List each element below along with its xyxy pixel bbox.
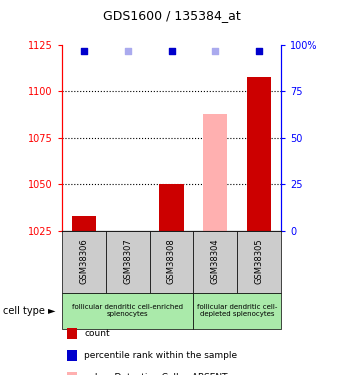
Point (169, 48, 174, 54)
Point (213, 48, 218, 54)
Bar (159, 184, 184, 231)
Text: GSM38305: GSM38305 (255, 239, 264, 284)
Text: GSM38307: GSM38307 (123, 239, 132, 284)
Bar (72, 216, 96, 231)
Bar (247, 76, 271, 231)
Text: GSM38306: GSM38306 (79, 239, 88, 284)
Text: cell type ►: cell type ► (3, 306, 56, 316)
Text: follicular dendritic cell-
depleted splenocytes: follicular dendritic cell- depleted sple… (197, 304, 277, 317)
Text: count: count (84, 329, 110, 338)
Text: GSM38308: GSM38308 (167, 239, 176, 284)
Point (125, 48, 130, 54)
Text: GSM38304: GSM38304 (211, 239, 220, 284)
Point (81, 48, 86, 54)
Text: percentile rank within the sample: percentile rank within the sample (84, 351, 237, 360)
Text: value, Detection Call = ABSENT: value, Detection Call = ABSENT (84, 373, 227, 375)
Point (257, 48, 262, 54)
Bar (203, 114, 227, 231)
Text: GDS1600 / 135384_at: GDS1600 / 135384_at (103, 9, 240, 22)
Text: follicular dendritic cell-enriched
splenocytes: follicular dendritic cell-enriched splen… (72, 304, 183, 317)
